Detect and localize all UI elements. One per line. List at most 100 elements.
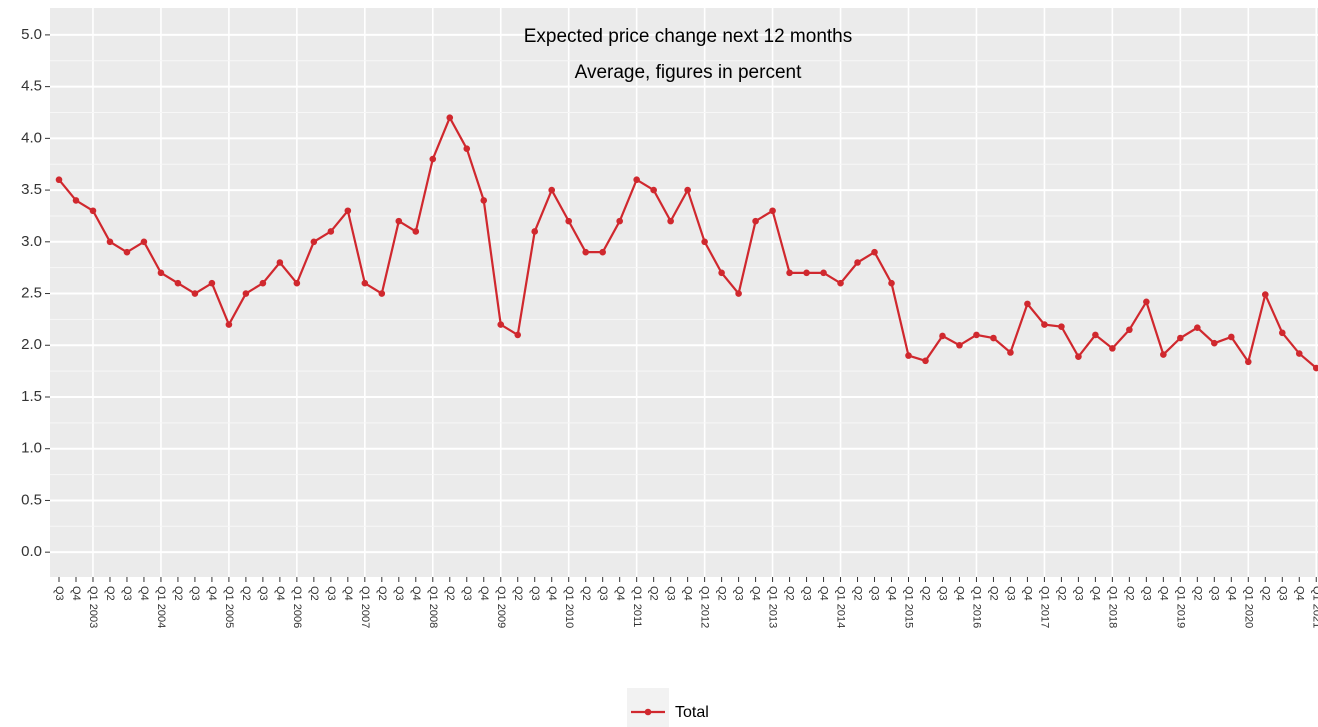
point <box>548 186 556 194</box>
point <box>89 207 97 215</box>
point <box>344 207 352 215</box>
point <box>1024 300 1031 308</box>
point <box>106 238 114 246</box>
x-tick-label: Q3 <box>733 586 745 601</box>
x-tick-label: Q2 <box>308 586 320 601</box>
x-tick-label: Q3 <box>1140 586 1152 601</box>
x-tick-label: Q2 <box>648 586 660 601</box>
x-tick-label: Q1 2017 <box>1039 586 1051 628</box>
point <box>888 279 895 287</box>
point <box>769 207 776 215</box>
point <box>327 228 335 235</box>
x-tick-label: Q2 <box>852 586 864 601</box>
x-tick-label: Q4 <box>954 586 966 601</box>
x-tick-label: Q3 <box>393 586 405 601</box>
x-tick-label: Q1 2009 <box>495 586 507 628</box>
point <box>208 279 216 287</box>
y-tick-label: 2.0 <box>21 336 42 353</box>
y-tick-label: 1.0 <box>21 440 42 457</box>
point <box>786 269 793 277</box>
point <box>157 269 165 277</box>
point <box>378 290 386 297</box>
x-tick-label: Q1 2019 <box>1174 586 1186 628</box>
x-tick-label: Q3 <box>665 586 677 601</box>
x-tick-label: Q1 2003 <box>87 586 99 628</box>
point <box>922 357 929 365</box>
x-tick-label: Q2 <box>1191 586 1203 601</box>
point <box>1278 329 1286 337</box>
x-tick-label: Q4 <box>886 586 898 601</box>
x-tick-label: Q2 <box>1259 586 1271 601</box>
point <box>72 197 80 204</box>
x-tick-label: Q1 2018 <box>1106 586 1118 628</box>
legend-point <box>644 708 652 716</box>
x-tick-label: Q2 <box>580 586 592 601</box>
y-tick-label: 5.0 <box>21 26 42 43</box>
point <box>463 145 471 152</box>
point <box>140 238 148 246</box>
point <box>837 279 844 287</box>
point <box>1058 323 1065 330</box>
x-tick-label: Q4 <box>1022 586 1034 601</box>
x-tick-label: Q3 <box>121 586 133 601</box>
legend-label: Total <box>675 704 709 721</box>
x-tick-label: Q1 2008 <box>427 586 439 628</box>
point <box>1109 345 1116 352</box>
point <box>582 248 589 256</box>
point <box>412 228 420 235</box>
x-tick-label: Q4 <box>410 586 422 601</box>
x-tick-label: Q3 <box>529 586 541 601</box>
x-tick-label: Q3 <box>801 586 813 601</box>
x-tick-label: Q2 <box>716 586 728 601</box>
point <box>956 341 963 349</box>
point <box>803 269 810 277</box>
x-tick-label: Q2 <box>1056 586 1068 601</box>
x-tick-label: Q2 <box>920 586 932 601</box>
point <box>973 331 980 339</box>
x-tick-label: Q1 2014 <box>835 586 847 628</box>
x-tick-label: Q3 <box>937 586 949 601</box>
point <box>242 290 250 297</box>
x-tick-label: Q1 2020 <box>1242 586 1254 628</box>
x-tick-label: Q4 <box>1225 586 1237 601</box>
x-tick-label: Q2 <box>444 586 456 601</box>
x-tick-label: Q1 2005 <box>223 586 235 628</box>
x-tick-label: Q1 2021 <box>1310 586 1318 628</box>
point <box>1245 358 1252 366</box>
y-tick-label: 4.0 <box>21 129 42 146</box>
point <box>718 269 725 277</box>
x-tick-label: Q1 2010 <box>563 586 575 628</box>
chart-title: Expected price change next 12 months <box>524 26 852 47</box>
x-tick-label: Q3 <box>257 586 269 601</box>
point <box>752 217 759 225</box>
x-tick-label: Q2 <box>376 586 388 601</box>
x-tick-label: Q4 <box>70 586 82 601</box>
point <box>1194 324 1201 331</box>
point <box>446 114 454 121</box>
point <box>1312 364 1318 372</box>
point <box>565 217 572 225</box>
point <box>293 279 301 287</box>
x-tick-label: Q1 2011 <box>631 586 643 627</box>
point <box>1160 351 1167 358</box>
y-tick-label: 2.5 <box>21 285 42 302</box>
x-tick-label: Q3 <box>461 586 473 601</box>
x-tick-label: Q3 <box>189 586 201 601</box>
legend-key <box>627 688 669 727</box>
x-tick-label: Q1 2004 <box>155 586 167 628</box>
point <box>123 248 131 256</box>
point <box>1211 339 1218 347</box>
x-tick-label: Q3 <box>1072 586 1084 601</box>
point <box>1228 333 1235 341</box>
point <box>735 290 742 297</box>
y-tick-label: 0.0 <box>21 543 42 560</box>
point <box>667 217 674 225</box>
point <box>616 217 623 225</box>
x-tick-label: Q4 <box>1293 586 1305 601</box>
x-tick-label: Q3 <box>869 586 881 601</box>
x-tick-label: Q1 2007 <box>359 586 371 628</box>
point <box>497 321 505 328</box>
point <box>191 290 199 297</box>
x-tick-label: Q3 <box>325 586 337 601</box>
x-tick-label: Q1 2013 <box>767 586 779 628</box>
